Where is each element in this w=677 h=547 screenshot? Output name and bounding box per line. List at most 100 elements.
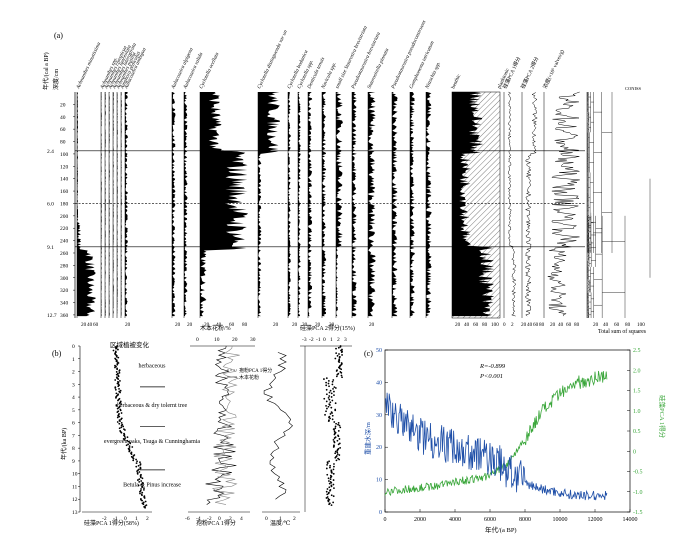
pca2-point <box>331 399 334 402</box>
pca2-point <box>325 404 327 407</box>
c-yl-tick-label: 30 <box>376 413 382 419</box>
bottom-tick-label: 100 <box>491 322 499 328</box>
pca2-top-tick: 2 <box>337 337 340 343</box>
b-age-tick-label: 9 <box>72 459 75 465</box>
c-stat-r: R=-0.899 <box>479 363 506 370</box>
b-age-tick-label: 4 <box>72 395 75 401</box>
c-yl-tick-label: 20 <box>376 445 382 451</box>
pca2-point <box>326 407 328 410</box>
pca2-point <box>331 414 334 417</box>
taxon-silhouette <box>121 92 122 317</box>
b-pca1-point <box>114 379 117 381</box>
pca2-point <box>335 375 338 378</box>
b-pca1-point <box>118 415 121 418</box>
pca2-point <box>333 421 336 423</box>
c-x-tick-label: 10000 <box>553 517 568 523</box>
b-pca1-point <box>119 409 122 412</box>
b-pca1-point <box>115 396 117 399</box>
pca2-point <box>339 345 342 348</box>
taxon-label: Nitzschia spp. <box>424 61 442 91</box>
panel-c-label: (c) <box>364 349 373 358</box>
b-pca1-point <box>116 407 119 410</box>
b-pca1-point <box>116 421 119 423</box>
pca2-point <box>334 402 337 405</box>
b-pca1-point <box>132 459 135 462</box>
c-yl-tick-label: 0 <box>379 510 382 516</box>
depth-tick-label: 160 <box>60 189 69 195</box>
c-yr-tick-label: 0 <box>633 449 636 455</box>
b-age-tick-label: 6 <box>72 421 75 427</box>
b-pca1-point <box>139 492 141 495</box>
pca2-point <box>329 466 331 469</box>
pca2-point <box>335 422 338 425</box>
c-x-tick-label: 2000 <box>414 517 426 523</box>
bottom-tick-label: 60 <box>566 322 572 328</box>
c-yr-tick-label: 2.5 <box>633 348 641 354</box>
c-yr-tick-label: -0.5 <box>633 470 643 476</box>
b-pca1-point <box>141 499 143 502</box>
pca2-point <box>327 379 330 382</box>
pca2-point <box>328 385 330 388</box>
b-pca1-point <box>131 446 134 448</box>
b-pca1-point <box>140 488 142 490</box>
pca2-point <box>330 396 333 398</box>
taxon-silhouette <box>172 92 176 317</box>
c-yr-tick-label: 1.5 <box>633 389 641 395</box>
b-pca1-point <box>127 443 130 446</box>
pca2-point <box>328 391 331 394</box>
taxon-silhouette <box>101 92 102 317</box>
bottom-tick-label: 20 <box>315 322 321 328</box>
b-pca1-point <box>141 491 144 494</box>
pca2-point <box>336 373 339 376</box>
taxon-silhouette <box>288 92 291 317</box>
c-pca-line <box>384 370 608 496</box>
b-pca1-point <box>118 402 121 405</box>
taxon-silhouette <box>125 92 128 317</box>
panel-a-label: (a) <box>54 31 63 40</box>
taxon-silhouette <box>184 92 188 317</box>
b-pca1-point <box>143 487 145 490</box>
b-pca1-point <box>141 477 144 480</box>
pollen-bottom-label: 孢粉PCA 1得分 <box>196 519 236 527</box>
pca2-point <box>332 379 335 381</box>
pca2-point <box>333 386 336 389</box>
pca2-point <box>335 370 338 372</box>
age-marker: 9.1 <box>47 245 54 251</box>
b-pca1-point <box>135 462 138 464</box>
pca2-point <box>332 438 335 441</box>
depth-tick-label: 80 <box>60 140 66 146</box>
pca2-point <box>336 354 339 357</box>
pca2-point <box>330 485 333 488</box>
b-pca1-point <box>124 429 126 431</box>
pca2-point <box>330 494 333 497</box>
pca2-point <box>336 449 339 452</box>
b-col1-tick-label: -1 <box>113 516 118 522</box>
taxon-silhouette <box>298 92 301 317</box>
bottom-tick-label: 20 <box>455 322 461 328</box>
c-yl-tick-label: 10 <box>376 478 382 484</box>
age-marker: 2.4 <box>47 149 54 155</box>
pca2-point <box>334 409 337 412</box>
taxon-silhouette <box>336 92 343 317</box>
b-age-tick-label: 3 <box>72 382 75 388</box>
b-pca1-point <box>144 500 147 503</box>
pca2-point <box>334 427 337 430</box>
c-x-tick-label: 4000 <box>449 517 461 523</box>
c-yr-tick-label: -1.5 <box>633 510 643 516</box>
depth-tick-label: 20 <box>60 102 66 108</box>
b-pca1-point <box>117 385 120 388</box>
depth-tick-label: 340 <box>60 301 69 307</box>
pca2-point <box>329 464 332 467</box>
pca2-point <box>337 430 340 432</box>
pca2-point <box>337 443 340 446</box>
pollen-bottom-tick: 2 <box>229 516 232 522</box>
b-pca1-point <box>129 442 132 445</box>
temp-xlabel: 温度/℃ <box>270 519 291 527</box>
pca2-point <box>331 418 334 421</box>
pca2-point <box>338 424 341 427</box>
b-pca1-point <box>115 404 118 407</box>
pca2-point <box>327 492 330 495</box>
pca2-point <box>325 377 328 380</box>
pca2-point <box>331 472 333 474</box>
taxon-silhouette <box>105 92 106 317</box>
